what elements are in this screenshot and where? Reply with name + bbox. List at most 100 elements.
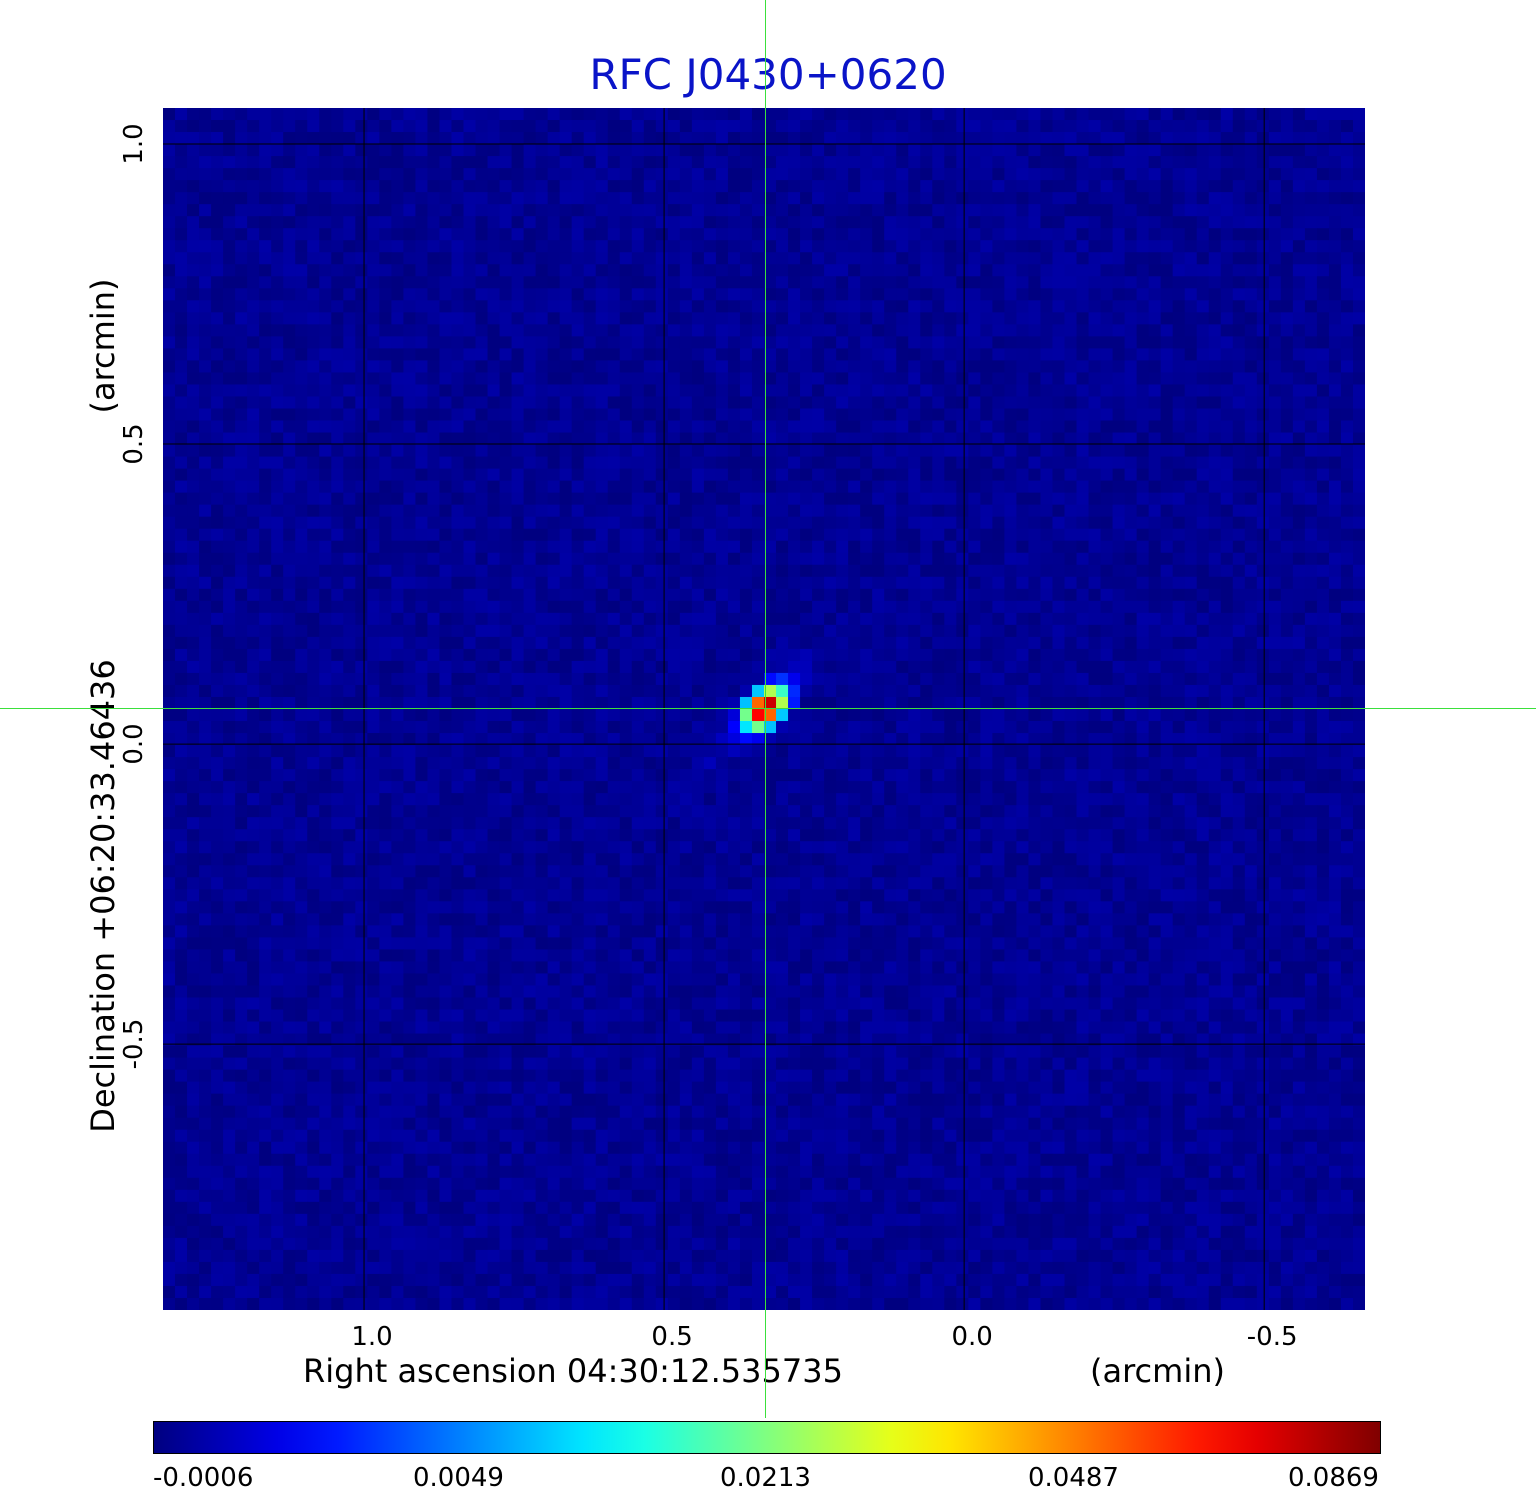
heatmap-cell [824,672,837,686]
heatmap-cell [259,252,272,265]
heatmap-cell [691,420,705,434]
heatmap-cell [235,204,248,217]
heatmap-cell [776,540,789,554]
heatmap-cell [367,300,380,313]
heatmap-cell [463,252,477,265]
heatmap-cell [607,648,621,662]
heatmap-cell [824,468,837,482]
heatmap-cell [235,612,248,626]
heatmap-cell [451,240,465,253]
heatmap-cell [463,324,477,337]
heatmap-cell [1028,696,1042,710]
heatmap-cell [235,696,248,710]
heatmap-cell [1136,336,1150,349]
heatmap-cell [715,372,729,386]
heatmap-cell [223,336,236,349]
heatmap-cell [956,588,969,602]
heatmap-cell [908,636,921,650]
heatmap-cell [667,684,681,698]
heatmap-cell [499,204,513,217]
heatmap-cell [583,204,597,217]
heatmap-cell [1220,672,1234,686]
heatmap-cell [1112,264,1126,277]
heatmap-cell [776,528,789,542]
heatmap-cell [980,696,993,710]
heatmap-cell [1160,420,1174,434]
heatmap-cell [547,636,561,650]
heatmap-cell [379,564,392,578]
heatmap-cell [1316,324,1330,337]
heatmap-cell [619,600,633,614]
heatmap-cell [523,108,537,121]
heatmap-cell [235,336,248,349]
heatmap-cell [223,180,236,193]
heatmap-cell [836,684,849,698]
heatmap-cell [379,372,392,386]
heatmap-cell [968,672,981,686]
heatmap-cell [247,660,260,674]
heatmap-cell [667,336,681,349]
heatmap-cell [751,324,765,337]
heatmap-cell [319,324,332,337]
heatmap-cell [1268,576,1282,590]
heatmap-cell [679,360,693,374]
heatmap-cell [1340,504,1354,518]
heatmap-cell [848,288,861,301]
heatmap-cell [379,180,392,193]
heatmap-cell [848,528,861,542]
heatmap-cell [896,168,909,181]
heatmap-cell [535,108,549,121]
heatmap-cell [667,204,681,217]
heatmap-cell [992,444,1005,458]
heatmap-cell [355,324,368,337]
heatmap-cell [1028,684,1042,698]
heatmap-cell [355,156,368,169]
heatmap-cell [547,528,561,542]
heatmap-cell [776,120,789,133]
heatmap-cell [1004,384,1018,398]
heatmap-cell [1052,300,1066,313]
heatmap-cell [511,432,525,446]
heatmap-cell [1208,300,1222,313]
heatmap-cell [163,672,176,686]
heatmap-cell [631,192,645,205]
heatmap-cell [872,276,885,289]
heatmap-cell [896,540,909,554]
heatmap-cell [559,264,573,277]
heatmap-cell [980,144,993,157]
heatmap-cell [667,696,681,710]
heatmap-cell [499,420,513,434]
heatmap-cell [872,300,885,313]
heatmap-cell [1196,552,1210,566]
heatmap-cell [547,144,561,157]
heatmap-cell [1040,384,1054,398]
heatmap-cell [788,300,801,313]
heatmap-cell [848,132,861,145]
heatmap-cell [223,312,236,325]
heatmap-cell [1136,660,1150,674]
heatmap-cell [1112,504,1126,518]
heatmap-cell [595,684,609,698]
heatmap-cell [643,132,657,145]
heatmap-cell [319,180,332,193]
heatmap-cell [343,600,356,614]
heatmap-cell [319,444,332,458]
heatmap-cell [163,492,176,506]
heatmap-cell [535,576,549,590]
heatmap-cell [836,240,849,253]
heatmap-cell [1196,588,1210,602]
heatmap-cell [860,504,873,518]
heatmap-cell [547,264,561,277]
heatmap-cell [655,576,669,590]
heatmap-cell [1184,492,1198,506]
heatmap-cell [920,288,933,301]
heatmap-cell [367,108,380,121]
heatmap-cell [583,516,597,530]
heatmap-cell [271,588,284,602]
heatmap-cell [499,240,513,253]
heatmap-cell [1124,420,1138,434]
heatmap-cell [595,660,609,674]
heatmap-cell [1196,252,1210,265]
heatmap-cell [415,324,429,337]
heatmap-cell [1004,132,1018,145]
